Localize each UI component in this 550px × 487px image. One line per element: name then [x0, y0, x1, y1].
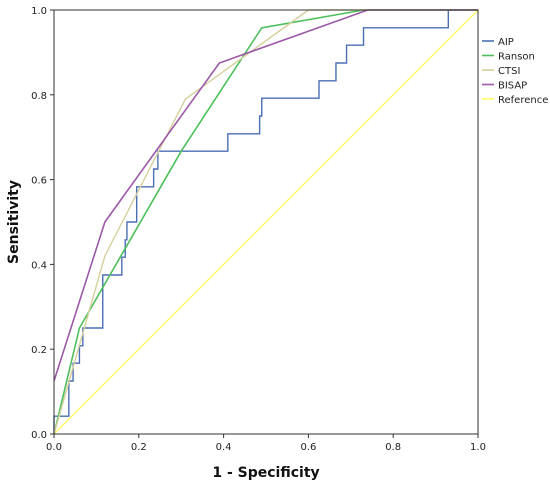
legend-label: Reference — [498, 95, 548, 106]
y-tick-label: 0.6 — [31, 176, 47, 187]
y-tick-label: 0.0 — [31, 430, 47, 441]
series-group — [53, 9, 479, 435]
x-axis: 0.0 0.2 0.4 0.6 0.8 1.0 — [46, 434, 486, 453]
y-tick-label: 1.0 — [31, 6, 47, 17]
x-tick-label: 0.2 — [131, 442, 147, 453]
y-axis-title: Sensitivity — [6, 180, 22, 264]
x-tick-label: 1.0 — [470, 442, 486, 453]
legend: AIP Ranson CTSI BISAP Reference — [482, 37, 548, 106]
series-line-bisap — [53, 9, 478, 382]
legend-label: Ranson — [498, 52, 535, 63]
x-tick-label: 0.8 — [385, 442, 401, 453]
x-axis-title: 1 - Specificity — [212, 465, 319, 481]
y-axis: 0.0 0.2 0.4 0.6 0.8 1.0 — [31, 6, 54, 441]
x-tick-label: 0.4 — [216, 442, 232, 453]
legend-label: AIP — [498, 37, 514, 48]
y-tick-label: 0.4 — [31, 260, 47, 271]
y-tick-label: 0.8 — [31, 91, 47, 102]
x-tick-label: 0.0 — [46, 442, 62, 453]
x-tick-label: 0.6 — [300, 442, 316, 453]
plot-frame — [53, 9, 479, 435]
y-tick-label: 0.2 — [31, 345, 47, 356]
series-line-aip — [53, 9, 478, 434]
legend-label: BISAP — [498, 81, 527, 92]
series-line-reference — [53, 9, 479, 435]
legend-label: CTSI — [498, 66, 520, 77]
